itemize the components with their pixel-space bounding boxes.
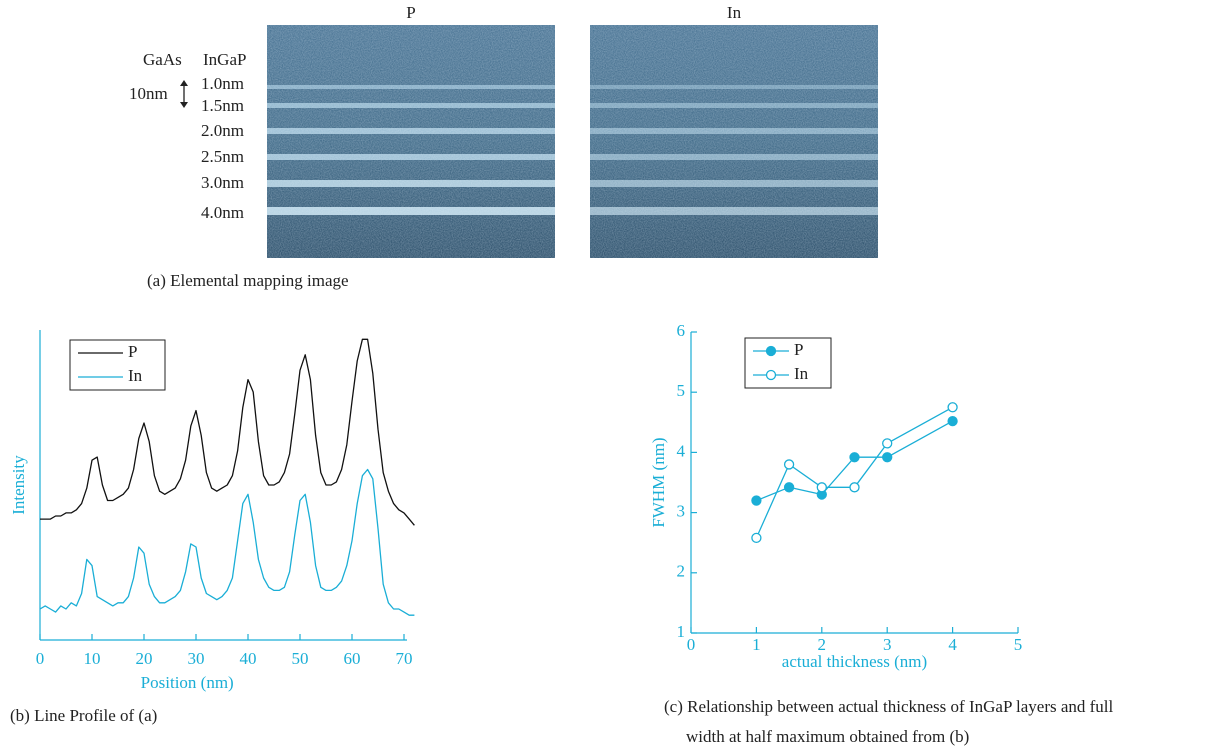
point (882, 452, 893, 463)
layer-label: 3.0nm (201, 173, 244, 192)
scale-label: 10nm (129, 84, 168, 103)
point (849, 452, 860, 463)
x-tick-label: 0 (687, 635, 696, 654)
legend-label: In (128, 366, 143, 385)
point (947, 415, 958, 427)
x-tick-label: 20 (136, 649, 153, 668)
caption: (b) Line Profile of (a) (10, 706, 157, 725)
x-tick-label: 1 (752, 635, 761, 654)
x-tick-label: 10 (84, 649, 101, 668)
x-tick-label: 50 (292, 649, 309, 668)
y-tick-label: 4 (677, 441, 686, 460)
x-tick-label: 5 (1014, 635, 1023, 654)
point (751, 532, 762, 544)
x-tick-label: 2 (818, 635, 827, 654)
layer-label: 1.5nm (201, 96, 244, 115)
legend-box (744, 337, 832, 389)
layer-label: 1.0nm (201, 74, 244, 93)
layer-label: 4.0nm (201, 203, 244, 222)
x-tick-label: 40 (240, 649, 257, 668)
layer-label: 2.0nm (201, 121, 244, 140)
scale-arrow (180, 80, 188, 108)
ingap-label: InGaP (203, 50, 246, 69)
y-axis-label: Intensity (9, 455, 28, 515)
point (816, 482, 827, 493)
mapping-image-p (267, 25, 555, 258)
caption-a: (a) Elemental mapping image (147, 271, 349, 290)
legend-label: P (794, 340, 803, 359)
legend-box (69, 339, 166, 391)
point (947, 402, 958, 413)
legend-label: P (128, 342, 137, 361)
legend-marker (765, 369, 777, 381)
x-tick-label: 4 (948, 635, 957, 654)
image-label: P (406, 3, 415, 22)
point (783, 459, 795, 470)
y-tick-label: 2 (677, 562, 686, 581)
y-tick-label: 3 (677, 502, 686, 521)
caption: (c) Relationship between actual thicknes… (664, 697, 1114, 716)
x-axis-label: Position (nm) (141, 673, 234, 692)
x-tick-label: 70 (396, 649, 413, 668)
mapping-image-in (590, 25, 878, 258)
series-line (756, 420, 953, 502)
series-line (40, 338, 415, 526)
series-line (755, 406, 953, 539)
series-line (39, 468, 415, 616)
x-tick-label: 3 (883, 635, 892, 654)
y-tick-label: 6 (677, 321, 686, 340)
caption: width at half maximum obtained from (b) (686, 727, 969, 746)
y-axis-label: FWHM (nm) (649, 437, 668, 527)
point (751, 495, 762, 506)
x-tick-label: 30 (188, 649, 205, 668)
x-tick-label: 60 (344, 649, 361, 668)
gaas-label: GaAs (143, 50, 182, 69)
legend-marker (765, 345, 777, 357)
x-axis-label: actual thickness (nm) (782, 652, 927, 671)
point (783, 482, 795, 493)
point (849, 482, 860, 493)
x-tick-label: 0 (36, 649, 45, 668)
y-tick-label: 5 (677, 381, 686, 400)
layer-label: 2.5nm (201, 147, 244, 166)
point (882, 438, 893, 449)
y-tick-label: 1 (677, 622, 686, 641)
image-label: In (727, 3, 742, 22)
legend-label: In (794, 364, 809, 383)
